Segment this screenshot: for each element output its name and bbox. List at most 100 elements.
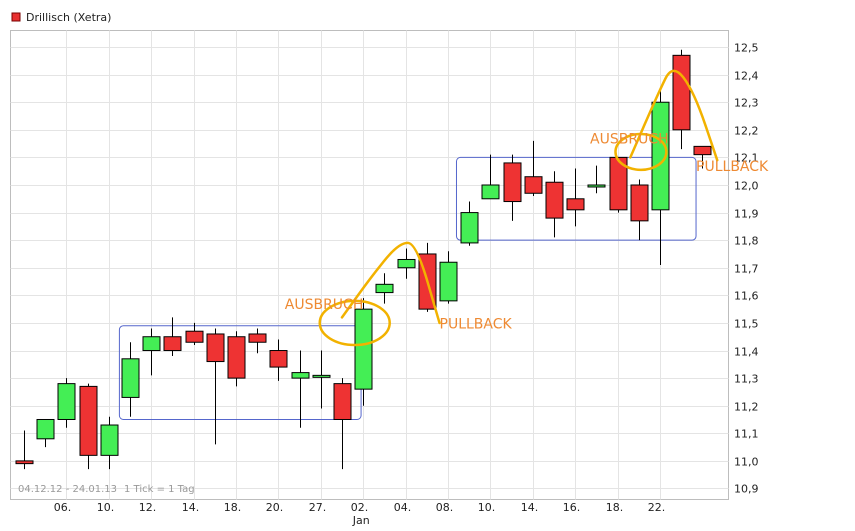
- y-tick-label: 11,6: [734, 290, 759, 303]
- candle: [79, 383, 98, 470]
- x-tick-label: 06.: [54, 501, 72, 514]
- x-tick-label: 10.: [478, 501, 496, 514]
- x-tick-label: 02.: [351, 501, 369, 514]
- candle-body: [651, 101, 670, 211]
- candle-body: [609, 156, 628, 211]
- candle: [227, 331, 246, 387]
- legend-label: Drillisch (Xetra): [26, 11, 111, 24]
- candle-body: [693, 145, 712, 156]
- candle-body: [57, 383, 76, 420]
- consolidation-zone: [455, 156, 697, 241]
- candle-body: [672, 54, 691, 131]
- candle: [693, 145, 712, 169]
- candle-body: [206, 333, 225, 363]
- x-tick-label: 20.: [266, 501, 284, 514]
- candle-body: [15, 460, 34, 465]
- candle-body: [121, 358, 140, 398]
- footer-tick: 1 Tick = 1 Tag: [124, 484, 195, 495]
- annotations: AUSBRUCH PULLBACK AUSBRUCH PULLBACK: [285, 69, 769, 347]
- candles: [15, 49, 712, 470]
- x-tick-label: 14.: [182, 501, 200, 514]
- candle-body: [269, 350, 288, 368]
- candle-body: [587, 184, 606, 188]
- candle: [609, 156, 628, 213]
- y-tick-label: 12,2: [734, 125, 759, 138]
- candle-body: [481, 184, 500, 200]
- candle: [651, 91, 670, 265]
- candle: [142, 328, 161, 376]
- legend-swatch: [11, 12, 21, 22]
- candle-body: [439, 261, 458, 302]
- x-axis: 06. 10. 12. 14. 18. 20. 27. 02. 04. 08. 10. 14. 16. 1…: [54, 501, 666, 527]
- candle-body: [291, 372, 310, 379]
- y-tick-label: 11,7: [734, 263, 759, 276]
- y-tick-label: 11,0: [734, 456, 759, 469]
- candle: [630, 179, 649, 241]
- candle: [460, 201, 479, 246]
- y-tick-label: 12,3: [734, 97, 759, 110]
- footer: 04.12.12 - 24.01.13 1 Tick = 1 Tag: [18, 484, 195, 495]
- x-tick-label: 10.: [97, 501, 115, 514]
- breakout-label: AUSBRUCH: [285, 297, 364, 313]
- x-tick-label: 18.: [224, 501, 242, 514]
- candle: [375, 273, 394, 304]
- candle-body: [79, 385, 98, 456]
- y-tick-label: 11,2: [734, 401, 759, 414]
- candle: [524, 140, 543, 197]
- candle-body: [100, 424, 119, 456]
- candle-body: [397, 258, 416, 269]
- x-tick-label: 12.: [139, 501, 157, 514]
- candle: [672, 49, 691, 150]
- y-axis: 10,9 11,0 11,1 11,2 11,3 11,4 11,5 11,6 11,7 11,8…: [734, 42, 759, 496]
- x-tick-label: 27.: [309, 501, 327, 514]
- candle: [248, 328, 267, 354]
- footer-range: 04.12.12 - 24.01.13: [18, 484, 117, 495]
- candle: [333, 378, 352, 470]
- candle-body: [333, 383, 352, 420]
- y-tick-label: 11,9: [734, 208, 759, 221]
- y-tick-label: 11,5: [734, 318, 759, 331]
- candle-body: [460, 212, 479, 244]
- x-tick-label: 14.: [521, 501, 539, 514]
- pullback-curve: [340, 241, 441, 325]
- legend: Drillisch (Xetra): [11, 11, 111, 24]
- candle: [354, 298, 373, 406]
- candle-body: [375, 283, 394, 294]
- candle-body: [503, 162, 522, 203]
- y-tick-label: 11,8: [734, 235, 759, 248]
- candle: [503, 154, 522, 221]
- x-tick-label: 04.: [394, 501, 412, 514]
- candle-body: [524, 176, 543, 194]
- candle: [269, 339, 288, 381]
- candle: [481, 154, 500, 200]
- x-tick-label: 16.: [563, 501, 581, 514]
- candle-body: [630, 184, 649, 222]
- candle: [397, 248, 416, 279]
- candle-body: [142, 336, 161, 352]
- candle-body: [545, 181, 564, 219]
- candle-body: [185, 330, 204, 343]
- candle: [206, 328, 225, 445]
- x-tick-label: 22.: [648, 501, 666, 514]
- y-tick-label: 12,1: [734, 152, 759, 165]
- pullback-label: PULLBACK: [440, 316, 513, 332]
- y-tick-label: 10,9: [734, 483, 759, 496]
- plot-frame: [10, 30, 729, 500]
- y-tick-label: 12,0: [734, 180, 759, 193]
- x-tick-label: 18.: [606, 501, 624, 514]
- breakout-label: AUSBRUCH: [590, 132, 669, 148]
- candle: [36, 418, 55, 448]
- y-tick-label: 12,5: [734, 42, 759, 55]
- candle: [121, 342, 140, 417]
- x-month-label: Jan: [352, 514, 370, 527]
- y-tick-label: 11,1: [734, 428, 759, 441]
- x-tick-label: 08.: [436, 501, 454, 514]
- candle: [163, 317, 182, 357]
- candle: [439, 251, 458, 304]
- candle: [566, 168, 585, 227]
- candle-body: [163, 336, 182, 352]
- candle-body: [354, 308, 373, 390]
- y-tick-label: 11,4: [734, 346, 759, 359]
- candle: [185, 322, 204, 346]
